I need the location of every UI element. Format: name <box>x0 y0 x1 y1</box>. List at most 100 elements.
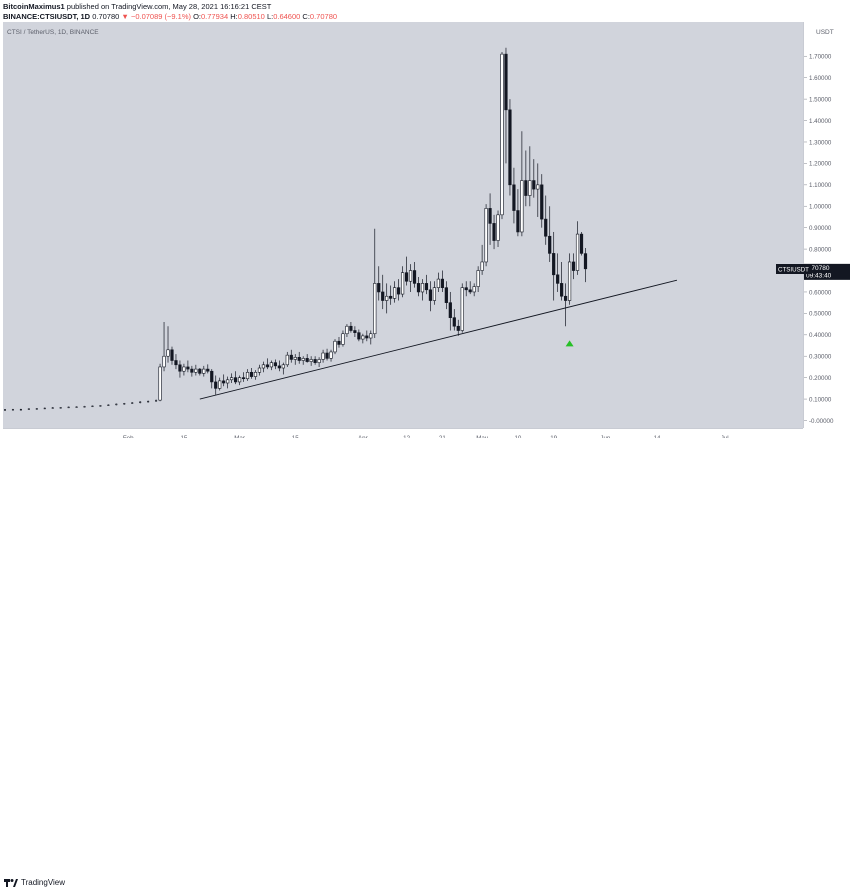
candlestick-chart[interactable]: CTSI / TetherUS, 1D, BINANCE <box>3 22 803 428</box>
candle[interactable] <box>75 406 78 408</box>
candle[interactable] <box>456 319 460 336</box>
candle[interactable] <box>293 354 297 365</box>
candle[interactable] <box>198 368 202 376</box>
candle[interactable] <box>472 283 476 297</box>
candle[interactable] <box>476 266 480 292</box>
candle[interactable] <box>237 375 242 386</box>
candle[interactable] <box>408 264 413 292</box>
tradingview-logo[interactable]: TradingView <box>4 878 65 887</box>
candle[interactable] <box>186 360 190 373</box>
candle[interactable] <box>51 407 54 409</box>
candle[interactable] <box>230 373 234 384</box>
candle[interactable] <box>3 409 6 411</box>
candle[interactable] <box>460 283 464 333</box>
candle[interactable] <box>309 356 313 366</box>
candle[interactable] <box>139 401 142 404</box>
candle[interactable] <box>528 146 532 207</box>
candle[interactable] <box>329 349 333 362</box>
candle[interactable] <box>245 369 250 381</box>
candle[interactable] <box>412 261 417 288</box>
candle[interactable] <box>357 329 361 342</box>
candle[interactable] <box>436 272 440 292</box>
candle[interactable] <box>297 351 301 364</box>
candle[interactable] <box>202 365 206 377</box>
candle[interactable] <box>424 274 429 295</box>
candle[interactable] <box>524 150 528 207</box>
candle[interactable] <box>273 359 277 370</box>
candle[interactable] <box>548 206 552 262</box>
candle[interactable] <box>345 324 349 337</box>
candle[interactable] <box>210 369 214 389</box>
candle[interactable] <box>544 195 548 245</box>
candle[interactable] <box>123 402 126 405</box>
candle[interactable] <box>369 330 373 345</box>
candle[interactable] <box>341 330 345 347</box>
candle[interactable] <box>575 221 580 275</box>
candle[interactable] <box>289 349 293 363</box>
candle[interactable] <box>261 361 266 373</box>
candle[interactable] <box>234 371 238 385</box>
candle[interactable] <box>337 336 341 348</box>
candle[interactable] <box>420 279 425 301</box>
candle[interactable] <box>222 374 226 387</box>
candle[interactable] <box>43 407 46 410</box>
candle[interactable] <box>567 253 572 305</box>
candle[interactable] <box>35 408 38 410</box>
candle[interactable] <box>131 402 134 404</box>
candle[interactable] <box>253 370 258 380</box>
candle[interactable] <box>249 368 254 379</box>
candle[interactable] <box>269 360 273 371</box>
candle[interactable] <box>321 349 325 363</box>
candle[interactable] <box>214 375 218 395</box>
candle[interactable] <box>190 365 194 377</box>
candle[interactable] <box>241 372 246 382</box>
candle[interactable] <box>560 261 564 301</box>
candle[interactable] <box>166 326 170 363</box>
candle[interactable] <box>115 403 118 406</box>
candle[interactable] <box>381 274 385 310</box>
candle[interactable] <box>226 376 230 389</box>
candle[interactable] <box>325 348 329 361</box>
candle[interactable] <box>158 363 162 402</box>
candle[interactable] <box>564 283 568 327</box>
candle[interactable] <box>365 330 369 342</box>
candle[interactable] <box>492 214 496 250</box>
candle[interactable] <box>500 51 504 220</box>
candle[interactable] <box>452 309 456 331</box>
candle[interactable] <box>170 346 174 365</box>
candle[interactable] <box>281 362 285 375</box>
candle[interactable] <box>508 99 512 196</box>
candle[interactable] <box>107 404 110 406</box>
candle[interactable] <box>393 281 397 303</box>
candle[interactable] <box>206 364 210 374</box>
price-axis-scale[interactable]: USDT 1.70000 1.60000 1.50000 1.40000 1.30000… <box>774 22 850 428</box>
candle[interactable] <box>353 326 357 337</box>
candle[interactable] <box>397 279 401 301</box>
candle[interactable] <box>99 405 102 407</box>
candle[interactable] <box>19 408 22 411</box>
candle[interactable] <box>313 356 317 365</box>
candle[interactable] <box>416 276 421 297</box>
candle[interactable] <box>333 339 337 355</box>
candle[interactable] <box>27 408 30 410</box>
candle[interactable] <box>155 399 158 402</box>
candle[interactable] <box>59 407 62 409</box>
candle[interactable] <box>532 159 536 198</box>
support-trendline[interactable] <box>199 279 678 400</box>
candle[interactable] <box>317 357 321 367</box>
candle[interactable] <box>444 281 448 310</box>
candle[interactable] <box>571 253 576 280</box>
candle[interactable] <box>174 354 178 370</box>
candle[interactable] <box>540 174 544 228</box>
candle[interactable] <box>468 281 472 295</box>
candle[interactable] <box>579 231 584 256</box>
candle[interactable] <box>265 358 270 370</box>
candle[interactable] <box>400 266 405 298</box>
candle[interactable] <box>182 363 186 376</box>
candle[interactable] <box>361 333 365 344</box>
candle[interactable] <box>583 248 588 283</box>
plot-area[interactable]: CTSI / TetherUS, 1D, BINANCE <box>3 22 803 428</box>
candle[interactable] <box>504 47 508 164</box>
candle[interactable] <box>67 406 70 409</box>
candle[interactable] <box>516 189 520 237</box>
